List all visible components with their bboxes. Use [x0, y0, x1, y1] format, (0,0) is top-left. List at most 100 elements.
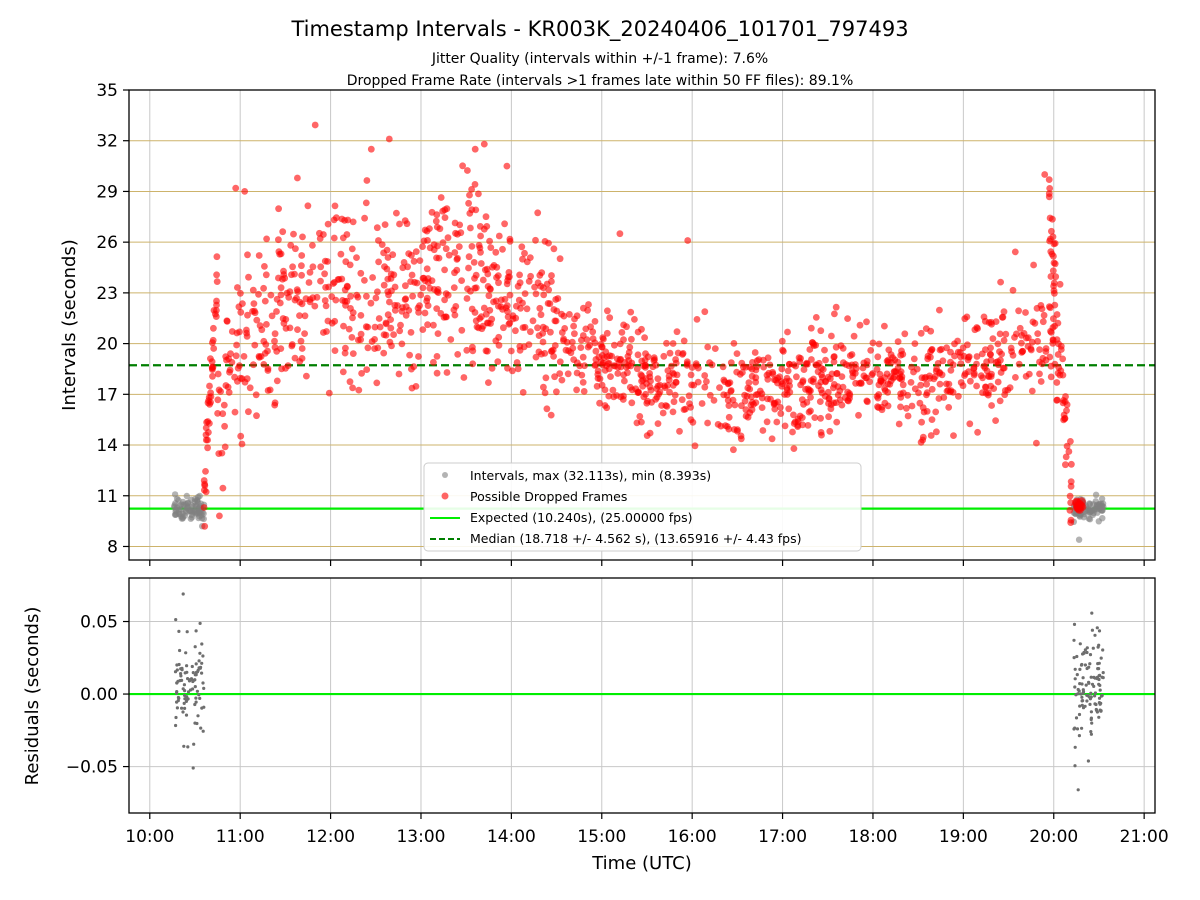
interval-point [191, 495, 199, 503]
dropped-frame-point [687, 403, 694, 411]
residual-point [179, 667, 183, 671]
dropped-frame-point [979, 389, 986, 397]
dropped-frame-point [997, 369, 1005, 376]
dropped-frame-point [430, 246, 438, 254]
dropped-frame-point [473, 323, 481, 331]
legend-label-intervals: Intervals, max (32.113s), min (8.393s) [470, 468, 711, 483]
dropped-frame-point [1053, 379, 1061, 386]
dropped-frame-point [584, 343, 592, 351]
dropped-frame-point [994, 378, 1002, 386]
dropped-frame-point [412, 248, 420, 256]
dropped-frame-point [790, 420, 798, 427]
residual-point [175, 690, 179, 694]
dropped-frame-point [409, 292, 416, 300]
chart-title: Timestamp Intervals - KR003K_20240406_10… [290, 17, 908, 42]
dropped-frame-point [580, 304, 587, 312]
dropped-frame-point [396, 220, 403, 228]
legend-marker-dropped [441, 492, 449, 500]
dropped-frame-point [573, 359, 581, 367]
dropped-frame-point [1067, 438, 1074, 445]
dropped-frame-point [701, 383, 709, 391]
dropped-frame-point [894, 338, 902, 345]
dropped-frame-point [387, 270, 395, 278]
dropped-frame-point [1028, 338, 1036, 346]
dropped-frame-point [381, 263, 388, 270]
residual-point [1074, 716, 1079, 720]
dropped-frame-point [781, 422, 789, 430]
dropped-frame-point [620, 321, 627, 329]
dropped-frame-point [759, 427, 767, 434]
dropped-frame-point [419, 284, 427, 292]
dropped-frame-point [1050, 259, 1058, 267]
dropped-frame-point [513, 359, 521, 366]
dropped-frame-point [556, 370, 564, 377]
dropped-frame-point [526, 254, 534, 261]
dropped-frame-point [419, 243, 426, 251]
dropped-frame-point [532, 236, 539, 244]
dropped-frame-point [361, 214, 368, 222]
dropped-frame-point [911, 340, 919, 347]
dropped-frame-point [317, 263, 325, 271]
residual-point [196, 714, 200, 718]
dropped-frame-point [680, 406, 688, 413]
dropped-frame-point [793, 373, 800, 381]
dropped-frame-point [910, 355, 918, 363]
dropped-frame-point [436, 225, 444, 233]
dropped-frame-point [271, 399, 279, 407]
bottom-panel-frame [128, 577, 1156, 814]
dropped-frame-point [988, 402, 995, 409]
dropped-frame-point [374, 288, 381, 296]
dropped-frame-point [442, 245, 450, 253]
dropped-frame-point [967, 377, 974, 385]
dropped-frame-point [1039, 318, 1047, 326]
residual-point [1089, 691, 1093, 695]
dropped-frame-point [1033, 304, 1041, 312]
dropped-frame-point [219, 484, 227, 492]
dropped-frame-point [395, 370, 403, 378]
dropped-frame-point [483, 223, 491, 230]
dropped-frame-point [877, 377, 884, 385]
dropped-frame-point [433, 369, 441, 377]
dropped-frame-point [485, 292, 493, 300]
dropped-frame-point [726, 379, 734, 386]
dropped-frame-point [534, 324, 541, 332]
x-axis-label: Time (UTC) [591, 853, 692, 874]
dropped-frame-point [1015, 307, 1022, 315]
dropped-frame-point [1066, 492, 1074, 500]
dropped-frame-point [564, 370, 572, 378]
top-y-tick-label: 26 [96, 233, 118, 253]
residual-point [198, 696, 202, 701]
interval-point [1098, 495, 1106, 502]
dropped-frame-point [396, 327, 404, 335]
dropped-frame-point [1059, 355, 1067, 363]
dropped-frame-point [232, 184, 240, 192]
dropped-frame-point [292, 245, 299, 253]
dropped-frame-point [419, 326, 427, 333]
dropped-frame-point [346, 378, 354, 386]
dropped-frame-point [710, 397, 718, 404]
dropped-frame-point [725, 402, 733, 409]
dropped-frame-point [450, 284, 458, 291]
dropped-frame-point [463, 346, 471, 354]
dropped-frame-point [733, 350, 741, 357]
dropped-frame-point [927, 432, 935, 439]
dropped-frame-point [231, 408, 239, 416]
dropped-frame-point [751, 349, 759, 356]
x-tick-label: 20:00 [1029, 827, 1078, 847]
dropped-frame-point [609, 386, 617, 394]
dropped-frame-point [523, 305, 531, 313]
top-panel-y-ticks: 8 11 14 17 20 23 26 29 32 35 [96, 81, 129, 557]
dropped-frame-point [694, 364, 702, 372]
dropped-frame-point [469, 360, 477, 368]
dropped-frame-point [288, 271, 295, 279]
dropped-frame-point [288, 342, 296, 350]
dropped-frame-point [679, 351, 686, 358]
dropped-frame-point [357, 312, 365, 319]
dropped-frame-point [701, 372, 709, 379]
dropped-frame-point [550, 245, 558, 253]
residual-point [202, 686, 206, 691]
dropped-frame-point [897, 403, 904, 411]
residual-point [1100, 693, 1104, 698]
dropped-frame-point [779, 346, 786, 354]
dropped-frame-point [437, 194, 445, 201]
